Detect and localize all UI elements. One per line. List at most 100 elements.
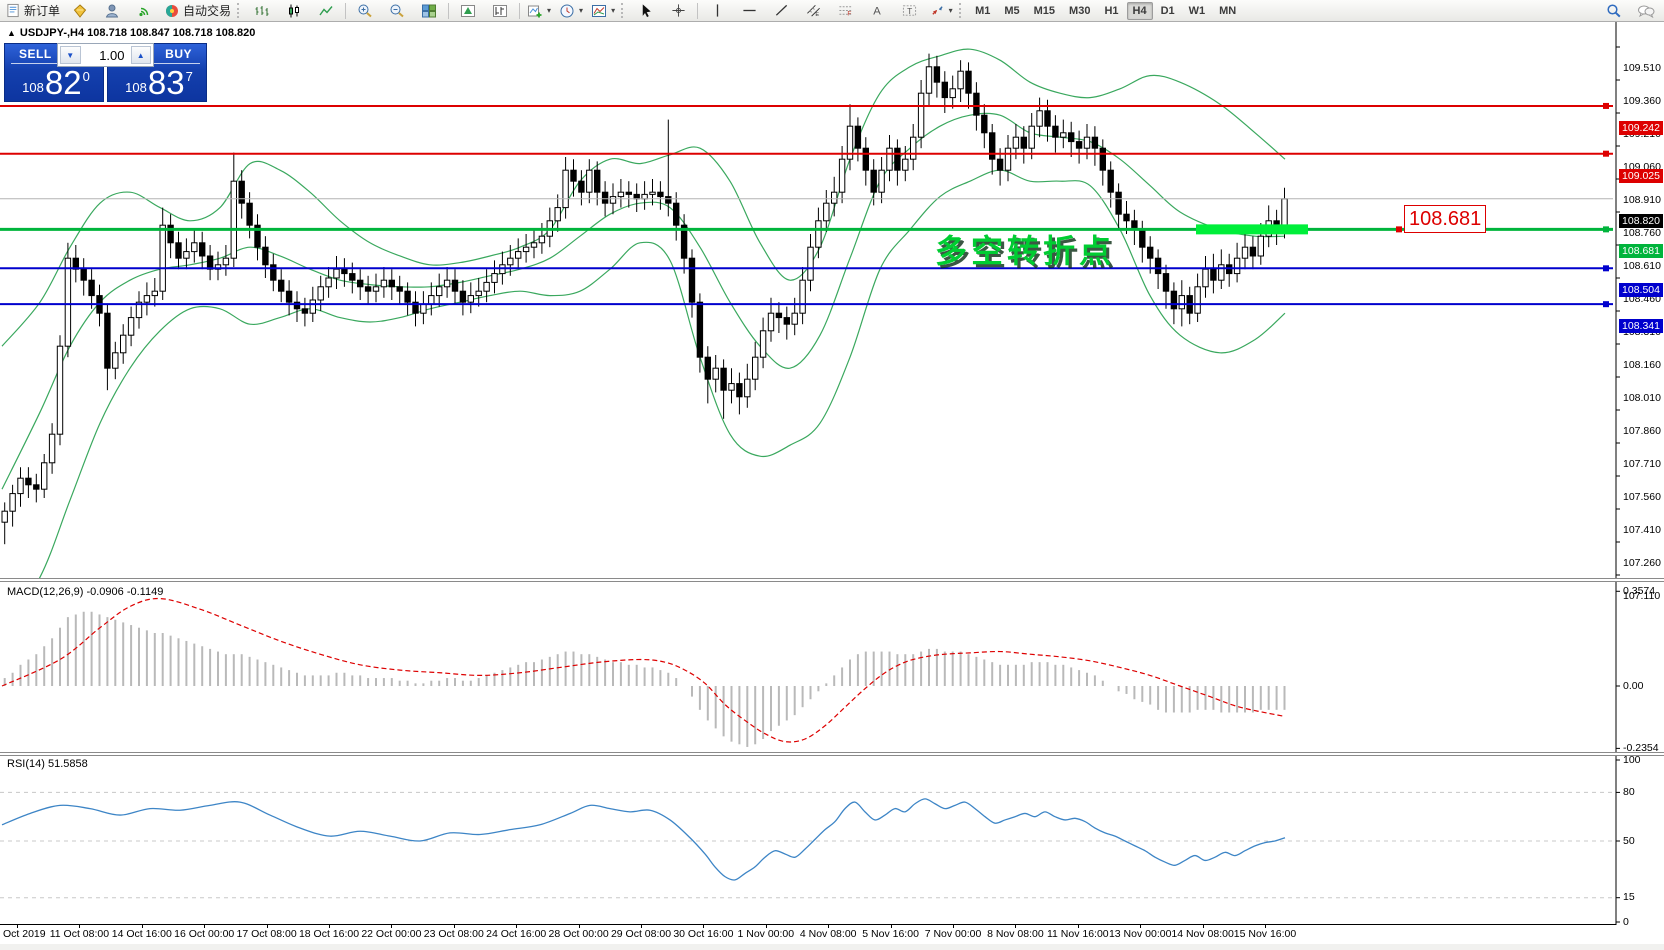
svg-text:F: F xyxy=(847,11,851,18)
new-order-button[interactable]: 新订单 xyxy=(2,0,64,22)
toolbar-handle[interactable] xyxy=(621,3,626,18)
price-line-label: 109.242 xyxy=(1619,120,1663,135)
time-axis-tick xyxy=(1140,925,1142,928)
channel-button[interactable]: E xyxy=(797,0,829,22)
search-icon xyxy=(1607,3,1621,17)
timeframe-button-H4[interactable]: H4 xyxy=(1126,1,1153,20)
template-icon xyxy=(592,4,607,17)
price-line-label: 108.504 xyxy=(1619,283,1663,298)
chevron-down-icon: ▾ xyxy=(579,6,584,15)
buy-price: 108 83 7 xyxy=(114,64,204,101)
chart-window-arrow-icon xyxy=(493,4,508,17)
zoom-out-button[interactable] xyxy=(381,0,413,22)
chart-candles-button[interactable] xyxy=(278,0,310,22)
window-bottom-strip xyxy=(0,944,1664,950)
buy-price-small: 108 xyxy=(125,80,147,95)
signals-button[interactable] xyxy=(128,0,160,22)
time-axis-label: 23 Oct 08:00 xyxy=(423,928,484,940)
time-axis-tick xyxy=(79,925,81,928)
timeframe-group: M1 M5 M15 M30 H1 H4 D1 W1 MN xyxy=(968,1,1243,20)
text-label-button[interactable]: T xyxy=(893,0,925,22)
time-axis-label: 28 Oct 00:00 xyxy=(548,928,609,940)
chevron-down-icon: ▾ xyxy=(611,6,616,15)
sell-label: SELL xyxy=(19,47,52,61)
chat-button[interactable] xyxy=(1630,0,1662,22)
buy-price-big: 83 xyxy=(147,64,185,101)
symbol-header: ▲ USDJPY-,H4 108.718 108.847 108.718 108.… xyxy=(7,27,255,39)
rsi-tick-label: 80 xyxy=(1623,785,1635,798)
timeframe-button-H1[interactable]: H1 xyxy=(1104,4,1119,17)
time-axis-label: 7 Nov 00:00 xyxy=(924,928,982,940)
horizontal-line-button[interactable] xyxy=(733,0,765,22)
autotrading-button[interactable]: 自动交易 xyxy=(160,0,235,22)
volume-input[interactable] xyxy=(82,44,129,66)
time-axis-tick xyxy=(266,925,268,928)
cursor-button[interactable] xyxy=(630,0,662,22)
buy-price-sup: 7 xyxy=(185,69,193,84)
time-axis-tick xyxy=(953,925,954,928)
new-order-icon xyxy=(7,3,19,18)
sell-price-sup: 0 xyxy=(82,69,90,84)
price-tick-label: 108.610 xyxy=(1623,260,1661,273)
timeframe-button-M15[interactable]: M15 xyxy=(1033,4,1056,17)
time-axis-label: 5 Nov 16:00 xyxy=(862,928,919,940)
timeframe-button-W1[interactable]: W1 xyxy=(1188,4,1206,17)
data-window-button[interactable] xyxy=(452,0,484,22)
time-axis-label: 24 Oct 16:00 xyxy=(486,928,547,940)
autotrade-icon xyxy=(166,4,179,17)
timeframe-button-M1[interactable]: M1 xyxy=(975,4,991,17)
toolbar-separator xyxy=(519,2,521,19)
timeframe-button-MN[interactable]: MN xyxy=(1219,4,1237,17)
arrow-objects-icon xyxy=(931,6,943,15)
toolbar-handle[interactable] xyxy=(237,3,242,18)
vertical-line-button[interactable] xyxy=(701,0,733,22)
volume-increase-button[interactable]: ▲ xyxy=(130,46,151,64)
time-axis-label: 16 Oct 00:00 xyxy=(174,928,235,940)
profile-icon xyxy=(105,4,119,17)
tile-windows-button[interactable] xyxy=(413,0,445,22)
periods-button[interactable]: ▾ xyxy=(555,0,587,22)
fibonacci-icon: F xyxy=(838,6,852,18)
panel-separator[interactable] xyxy=(0,578,1664,582)
crosshair-button[interactable] xyxy=(662,0,694,22)
macd-panel-canvas[interactable] xyxy=(0,582,1664,752)
zoom-in-button[interactable] xyxy=(349,0,381,22)
macd-tick-label: 0.3574 xyxy=(1623,584,1656,597)
toolbar-handle[interactable] xyxy=(959,3,964,18)
panel-separator[interactable] xyxy=(0,752,1664,756)
time-axis-tick xyxy=(391,925,393,928)
fibonacci-button[interactable]: F xyxy=(829,0,861,22)
time-axis-tick xyxy=(17,925,18,928)
timeframe-button-M5[interactable]: M5 xyxy=(1004,4,1020,17)
sell-button[interactable]: SELL 108 82 0 xyxy=(4,43,104,102)
volume-decrease-button[interactable]: ▼ xyxy=(60,46,81,64)
trendline-button[interactable] xyxy=(765,0,797,22)
gold-icon xyxy=(73,3,87,18)
time-axis-tick xyxy=(1202,925,1204,928)
horizontal-line-icon xyxy=(742,9,756,12)
cursor-icon xyxy=(642,4,651,18)
indicators-button[interactable]: ▾ xyxy=(523,0,555,22)
market-button[interactable] xyxy=(64,0,96,22)
arrows-button[interactable]: ▾ xyxy=(925,0,957,22)
timeframe-button-M30[interactable]: M30 xyxy=(1069,4,1091,17)
toolbar-separator xyxy=(697,2,699,19)
chart-bars-button[interactable] xyxy=(246,0,278,22)
sell-underline xyxy=(11,63,97,64)
rsi-panel-canvas[interactable] xyxy=(0,755,1664,926)
timeframe-button-D1[interactable]: D1 xyxy=(1160,4,1175,17)
time-axis-label: 30 Oct 16:00 xyxy=(673,928,734,940)
main-chart-canvas[interactable] xyxy=(0,22,1664,578)
rsi-tick-label: 100 xyxy=(1623,753,1641,766)
chart-line-button[interactable] xyxy=(310,0,342,22)
search-button[interactable] xyxy=(1598,0,1630,22)
time-axis-label: 14 Oct 16:00 xyxy=(111,928,172,940)
trendline-icon xyxy=(775,4,787,16)
collapse-arrow-icon[interactable]: ▲ xyxy=(7,28,16,38)
chat-icon xyxy=(1638,5,1655,18)
profiles-button[interactable] xyxy=(96,0,128,22)
strategy-tester-button[interactable] xyxy=(484,0,516,22)
templates-button[interactable]: ▾ xyxy=(587,0,619,22)
text-button[interactable]: A xyxy=(861,0,893,22)
chart-window-icon xyxy=(461,4,476,17)
